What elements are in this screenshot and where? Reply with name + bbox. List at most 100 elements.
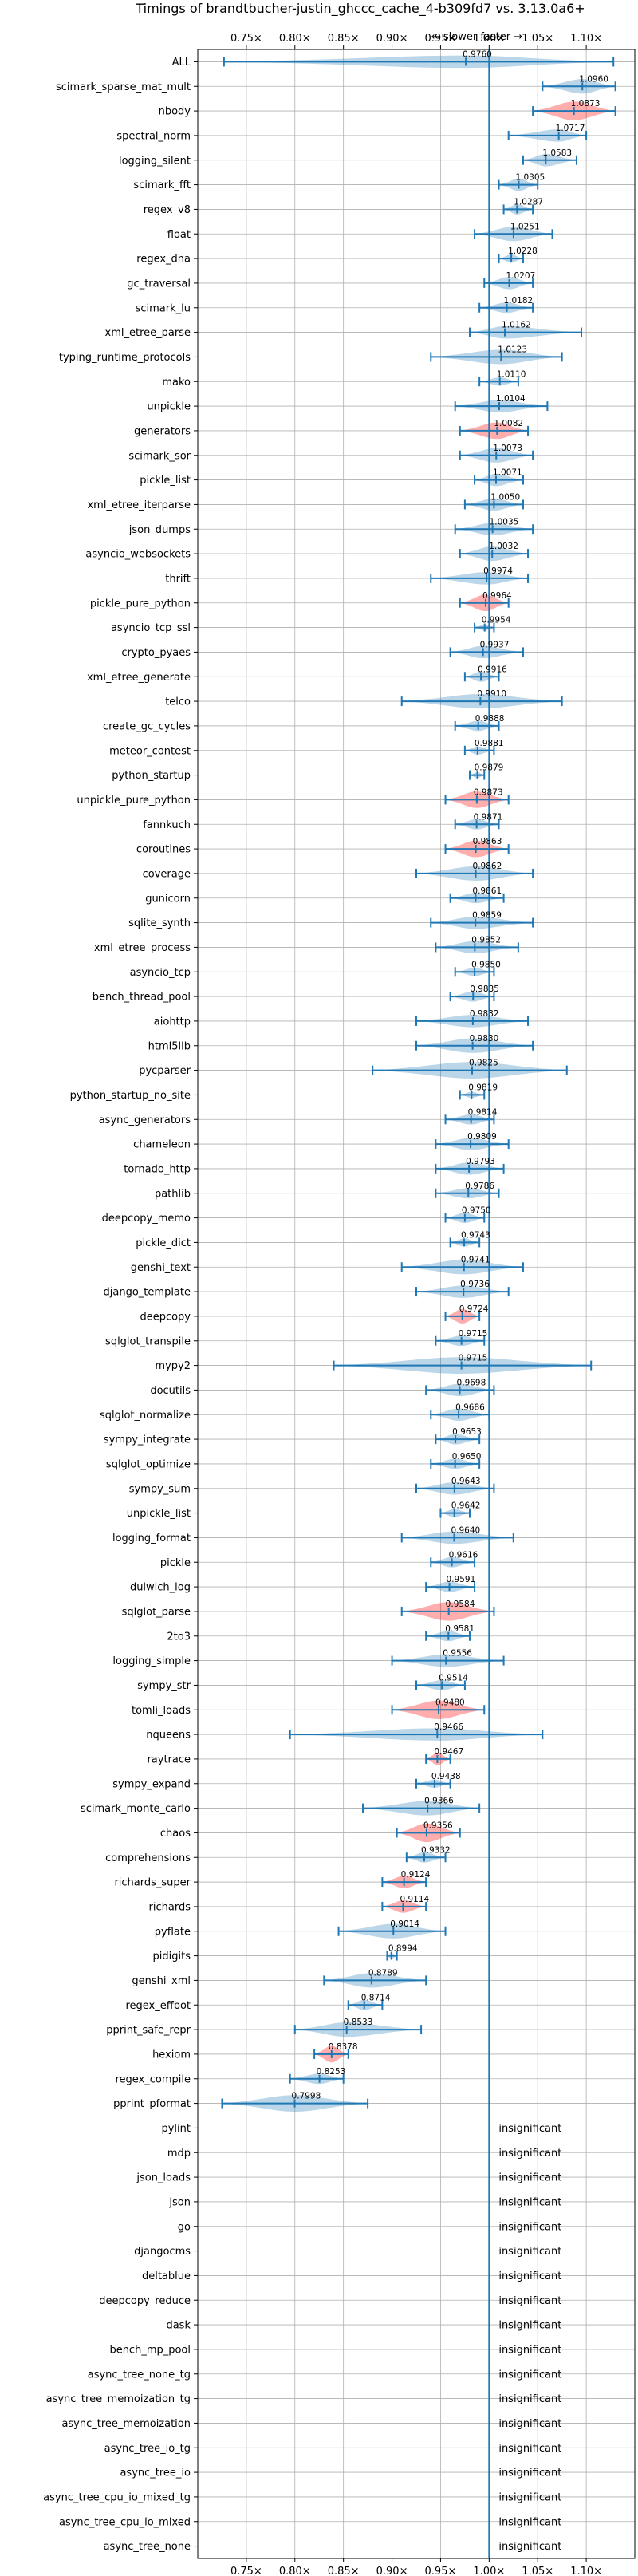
insignificant-label: insignificant	[498, 2443, 561, 2455]
benchmark-label: pycparser	[139, 1065, 191, 1077]
value-label: 0.9466	[434, 1722, 463, 1732]
benchmark-label: chameleon	[133, 1139, 191, 1151]
x-tick-label-bottom: 1.00×	[473, 2566, 505, 2576]
benchmark-label: sympy_str	[137, 1680, 191, 1692]
insignificant-label: insignificant	[498, 2516, 561, 2528]
value-label: 0.9686	[455, 1402, 485, 1412]
benchmark-label: thrift	[165, 573, 191, 585]
chart-title: Timings of brandtbucher-justin_ghccc_cac…	[135, 1, 585, 17]
x-tick-label-top: 0.80×	[279, 33, 311, 45]
benchmark-label: async_tree_none_tg	[88, 2369, 191, 2381]
benchmark-label: unpickle	[147, 401, 191, 413]
value-label: 1.0032	[489, 542, 518, 551]
benchmark-label: django_template	[104, 1287, 191, 1299]
value-label: 1.0717	[556, 124, 585, 133]
benchmark-label: bench_thread_pool	[93, 992, 191, 1004]
benchmark-label: python_startup_no_site	[70, 1090, 191, 1102]
value-label: 0.9793	[466, 1157, 495, 1166]
value-label: 0.8789	[368, 1968, 398, 1978]
benchmark-label: docutils	[150, 1385, 191, 1397]
insignificant-label: insignificant	[498, 2369, 561, 2381]
slower-faster-annotation: ← slower faster →	[431, 31, 522, 43]
benchmark-label: deltablue	[142, 2270, 191, 2282]
benchmark-label: genshi_xml	[132, 1975, 191, 1987]
benchmark-label: unpickle_pure_python	[77, 795, 191, 807]
plot-frame	[197, 49, 636, 2559]
value-label: 0.9760	[463, 49, 492, 59]
value-label: 0.9832	[470, 1009, 499, 1019]
value-label: 0.9591	[447, 1575, 476, 1584]
benchmark-label: comprehensions	[105, 1852, 191, 1864]
value-label: 0.9879	[475, 763, 504, 773]
value-label: 0.9640	[451, 1525, 480, 1535]
value-label: 0.9809	[467, 1132, 497, 1142]
benchmark-label: json_dumps	[128, 524, 191, 536]
benchmark-label: async_tree_memoization	[61, 2418, 191, 2430]
benchmark-label: json_loads	[136, 2172, 191, 2184]
benchmark-label: sqlglot_parse	[122, 1606, 191, 1618]
benchmark-label: pprint_safe_repr	[106, 2025, 191, 2037]
value-label: 0.9438	[431, 1772, 461, 1781]
x-tick-label-top: 0.75×	[230, 33, 262, 45]
value-label: 0.9974	[483, 566, 513, 576]
benchmark-label: async_tree_memoization_tg	[46, 2393, 191, 2405]
value-label: 0.9715	[459, 1354, 488, 1363]
benchmark-label: dask	[166, 2320, 191, 2332]
value-label: 1.0050	[490, 492, 520, 502]
benchmark-label: tomli_loads	[132, 1705, 191, 1717]
benchmark-label: generators	[134, 425, 191, 437]
insignificant-label: insignificant	[498, 2344, 561, 2356]
value-label: 0.9888	[475, 714, 505, 724]
benchmark-label: scimark_monte_carlo	[81, 1803, 191, 1815]
value-label: 0.9581	[445, 1624, 475, 1634]
benchmark-label: pidigits	[153, 1951, 191, 1963]
benchmark-label: async_tree_cpu_io_mixed_tg	[43, 2491, 191, 2503]
grid-lines	[198, 49, 635, 2558]
benchmark-label: sqlite_synth	[128, 917, 191, 929]
benchmark-label: hexiom	[152, 2049, 191, 2061]
benchmark-label: pylint	[161, 2123, 191, 2135]
benchmark-label: tornado_http	[124, 1163, 191, 1175]
value-label: 0.8253	[317, 2067, 346, 2077]
value-label: 1.0182	[503, 296, 533, 306]
benchmark-label: python_startup	[112, 770, 191, 782]
insignificant-label: insignificant	[498, 2148, 561, 2160]
benchmark-label: nbody	[159, 106, 191, 118]
benchmark-label: mako	[162, 377, 191, 389]
benchmark-label: float	[167, 229, 191, 241]
benchmark-label: crypto_pyaes	[121, 647, 191, 659]
value-label: 1.0110	[497, 369, 526, 379]
value-label: 1.0228	[508, 247, 538, 256]
benchmark-label: asyncio_tcp	[130, 967, 191, 979]
benchmark-label: sympy_sum	[129, 1483, 191, 1495]
value-label: 0.9366	[424, 1797, 454, 1806]
benchmark-label: sympy_integrate	[104, 1434, 191, 1446]
insignificant-label: insignificant	[498, 2491, 561, 2503]
value-label: 0.9835	[470, 984, 499, 994]
benchmark-label: logging_simple	[112, 1655, 191, 1667]
benchmark-label: scimark_sor	[128, 450, 191, 462]
value-label: 0.9514	[439, 1673, 468, 1682]
benchmark-label: djangocms	[134, 2246, 191, 2258]
insignificant-label: insignificant	[498, 2295, 561, 2307]
value-label: 0.9643	[451, 1477, 481, 1486]
benchmark-label: telco	[165, 696, 191, 708]
x-tick-label-top: 1.05×	[522, 33, 553, 45]
value-label: 0.8714	[361, 1993, 391, 2002]
value-label: 0.9850	[471, 960, 501, 969]
value-label: 0.9743	[461, 1230, 490, 1240]
value-label: 0.9814	[468, 1107, 498, 1117]
benchmark-label: mdp	[167, 2148, 191, 2160]
value-label: 0.9859	[472, 911, 502, 921]
benchmark-label: unpickle_list	[127, 1508, 191, 1520]
benchmark-label: gunicorn	[145, 893, 191, 905]
benchmark-label: pprint_pformat	[113, 2098, 191, 2110]
benchmark-label: xml_etree_generate	[87, 672, 191, 684]
benchmark-label: scimark_sparse_mat_mult	[56, 81, 191, 93]
value-label: 0.9819	[468, 1083, 498, 1092]
insignificant-label: insignificant	[498, 2221, 561, 2233]
value-label: 0.9616	[449, 1550, 478, 1560]
value-label: 0.9356	[423, 1821, 453, 1830]
